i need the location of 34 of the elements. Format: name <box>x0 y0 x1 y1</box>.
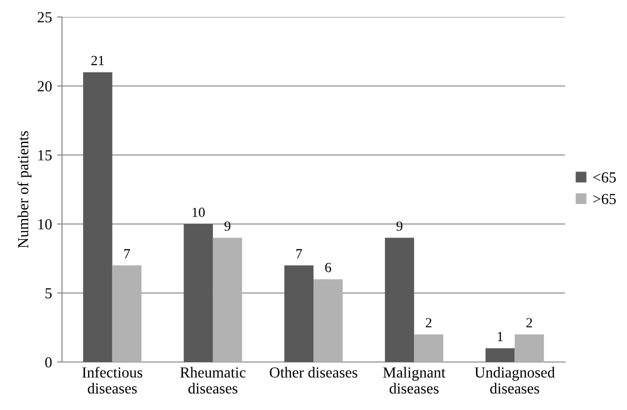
y-tick-label: 15 <box>38 150 52 160</box>
y-tick-label: 10 <box>38 219 52 230</box>
data-label: 6 <box>325 262 332 272</box>
x-tick-label: Infectious diseases <box>82 366 142 394</box>
data-label: 10 <box>192 208 205 218</box>
legend-label: >65 <box>593 194 616 204</box>
data-label: 1 <box>498 332 503 342</box>
x-tick-label: Other diseases <box>270 366 358 378</box>
data-label: 9 <box>224 221 230 231</box>
bar <box>284 265 314 362</box>
y-tick-label: 0 <box>45 357 52 368</box>
data-label: 9 <box>396 221 402 231</box>
y-axis-title: Number of patients <box>17 131 32 248</box>
data-label: 2 <box>426 318 432 328</box>
bar <box>414 334 444 362</box>
x-tick-label: Rheumatic diseases <box>180 366 246 394</box>
bar <box>112 265 142 362</box>
bar <box>212 238 242 362</box>
data-label: 21 <box>91 56 104 66</box>
y-tick-label: 5 <box>46 288 52 298</box>
data-label: 7 <box>124 249 130 258</box>
bar <box>384 238 414 362</box>
legend-label: <65 <box>593 172 616 183</box>
x-tick-label: Undiagnosed diseases <box>474 366 555 394</box>
bar <box>184 224 213 362</box>
y-tick-label: 25 <box>38 12 52 22</box>
y-tick-label: 20 <box>38 81 52 92</box>
x-tick-label: Malignant diseases <box>383 366 446 394</box>
data-label: 2 <box>526 318 532 328</box>
bar <box>514 334 544 362</box>
data-label: 7 <box>296 249 302 258</box>
bar <box>486 348 515 362</box>
bar <box>314 279 343 362</box>
bar <box>83 72 112 362</box>
